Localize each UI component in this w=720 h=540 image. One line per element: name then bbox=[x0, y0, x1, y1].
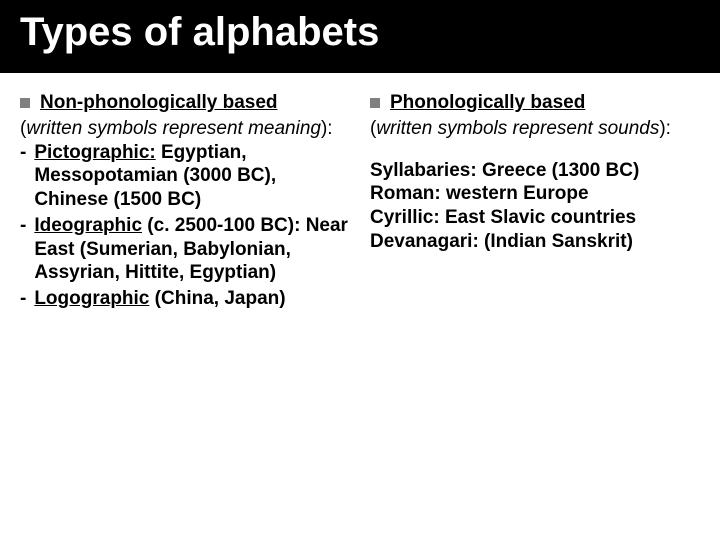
content-columns: Non-phonologically based (written symbol… bbox=[0, 73, 720, 313]
right-note-italic: written symbols represent sounds bbox=[376, 118, 659, 139]
left-column: Non-phonologically based (written symbol… bbox=[20, 91, 350, 313]
left-item-2-label: Logographic bbox=[34, 288, 149, 309]
left-heading: Non-phonologically based bbox=[40, 91, 278, 115]
dash-bullet-icon: - bbox=[20, 141, 26, 165]
right-item-3-label: Devanagari: bbox=[370, 231, 479, 252]
right-item-1-label: Roman: bbox=[370, 183, 441, 204]
left-item-0-text: Pictographic: Egyptian, Messopotamian (3… bbox=[34, 141, 350, 212]
left-item-0-label: Pictographic: bbox=[34, 142, 155, 163]
right-column: Phonologically based (written symbols re… bbox=[370, 91, 700, 313]
right-item-0-rest: Greece (1300 BC) bbox=[477, 160, 640, 181]
right-item-2-label: Cyrillic: bbox=[370, 207, 440, 228]
left-note: (written symbols represent meaning): bbox=[20, 117, 350, 141]
dash-bullet-icon: - bbox=[20, 214, 26, 238]
square-bullet-icon bbox=[370, 98, 380, 108]
slide-title: Types of alphabets bbox=[0, 0, 720, 73]
right-item-3-rest: (Indian Sanskrit) bbox=[479, 231, 633, 252]
right-item-1-rest: western Europe bbox=[441, 183, 589, 204]
right-item-0: Syllabaries: Greece (1300 BC) bbox=[370, 159, 700, 183]
left-note-italic: written symbols represent meaning bbox=[26, 118, 321, 139]
right-item-1: Roman: western Europe bbox=[370, 182, 700, 206]
right-heading-row: Phonologically based bbox=[370, 91, 700, 115]
right-note: (written symbols represent sounds): bbox=[370, 117, 700, 141]
left-item-1-text: Ideographic (c. 2500-100 BC): Near East … bbox=[34, 214, 350, 285]
right-item-2-rest: East Slavic countries bbox=[440, 207, 636, 228]
left-heading-row: Non-phonologically based bbox=[20, 91, 350, 115]
dash-bullet-icon: - bbox=[20, 287, 26, 311]
right-heading: Phonologically based bbox=[390, 91, 585, 115]
slide: Types of alphabets Non-phonologically ba… bbox=[0, 0, 720, 540]
paren-close: ): bbox=[321, 118, 333, 139]
left-item-2: - Logographic (China, Japan) bbox=[20, 287, 350, 311]
spacer bbox=[370, 141, 700, 159]
square-bullet-icon bbox=[20, 98, 30, 108]
left-item-2-rest: (China, Japan) bbox=[149, 288, 285, 309]
left-item-1: - Ideographic (c. 2500-100 BC): Near Eas… bbox=[20, 214, 350, 285]
right-item-2: Cyrillic: East Slavic countries bbox=[370, 206, 700, 230]
left-item-2-text: Logographic (China, Japan) bbox=[34, 287, 285, 311]
right-item-3: Devanagari: (Indian Sanskrit) bbox=[370, 230, 700, 254]
left-item-1-label: Ideographic bbox=[34, 215, 142, 236]
left-item-0: - Pictographic: Egyptian, Messopotamian … bbox=[20, 141, 350, 212]
right-item-0-label: Syllabaries: bbox=[370, 160, 477, 181]
paren-close: ): bbox=[659, 118, 671, 139]
